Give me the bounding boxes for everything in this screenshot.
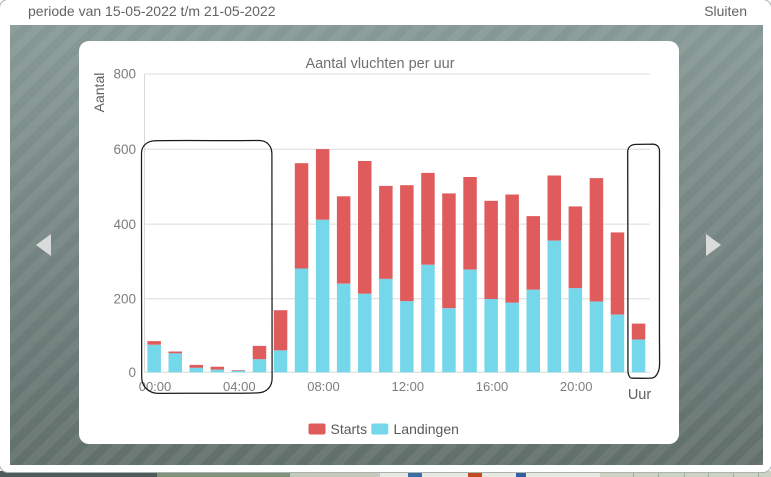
svg-text:800: 800 (113, 67, 136, 82)
svg-text:200: 200 (113, 292, 136, 307)
svg-text:08:00: 08:00 (307, 379, 340, 394)
svg-text:Landingen: Landingen (394, 421, 459, 437)
svg-text:Starts: Starts (331, 421, 368, 437)
svg-text:600: 600 (113, 142, 136, 157)
svg-text:400: 400 (113, 217, 136, 232)
svg-text:20:00: 20:00 (560, 379, 593, 394)
svg-text:04:00: 04:00 (223, 379, 256, 394)
svg-text:16:00: 16:00 (476, 379, 509, 394)
svg-text:Aantal: Aantal (91, 73, 107, 113)
svg-text:0: 0 (128, 365, 136, 380)
svg-text:12:00: 12:00 (392, 379, 425, 394)
svg-text:00:00: 00:00 (139, 379, 172, 394)
svg-text:Uur: Uur (628, 387, 652, 403)
svg-text:Aantal vluchten per uur: Aantal vluchten per uur (305, 56, 454, 72)
